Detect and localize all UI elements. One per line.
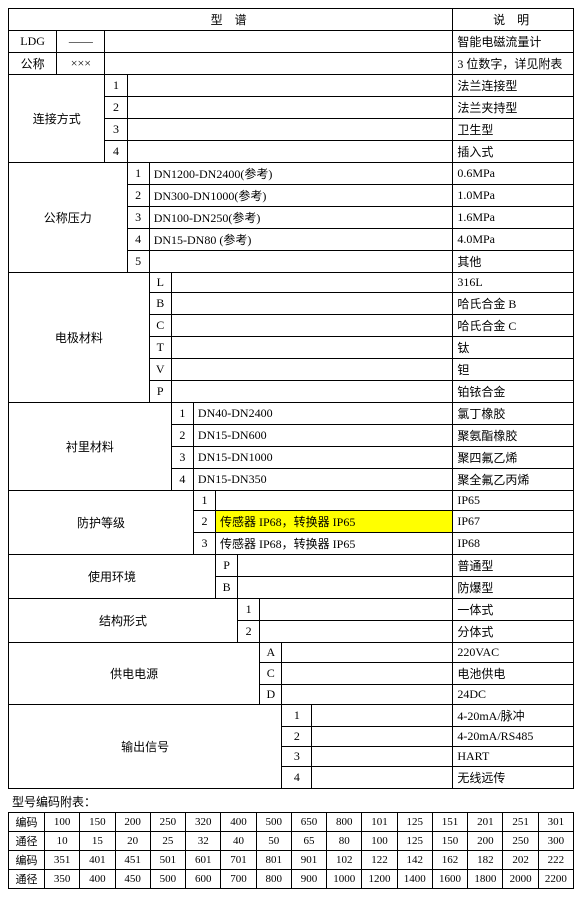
spec-table: 型谱 说明 LDG —— 智能电磁流量计 公称 ××× 3 位数字，详见附表 连… <box>8 8 574 789</box>
row-gc: 公称 ××× 3 位数字，详见附表 <box>9 53 574 75</box>
ldg-mark: —— <box>57 31 105 53</box>
header-row: 型谱 说明 <box>9 9 574 31</box>
out-label: 输出信号 <box>9 705 282 789</box>
env-label: 使用环境 <box>9 555 216 599</box>
power-label: 供电电源 <box>9 643 260 705</box>
row-out-1: 输出信号 1 4-20mA/脉冲 <box>9 705 574 727</box>
desc-header: 说明 <box>453 9 574 31</box>
row-power-1: 供电电源 A 220VAC <box>9 643 574 663</box>
appendix-table: 编码 1001502002503204005006508001011251512… <box>8 812 574 889</box>
appx-r2c: 编码 3514014515016017018019011021221421621… <box>9 851 574 870</box>
conn-d1: 法兰连接型 <box>453 75 574 97</box>
elec-label: 电极材料 <box>9 273 150 403</box>
press-label: 公称压力 <box>9 163 128 273</box>
row-env-1: 使用环境 P 普通型 <box>9 555 574 577</box>
row-ldg: LDG —— 智能电磁流量计 <box>9 31 574 53</box>
gc-mark: ××× <box>57 53 105 75</box>
liner-label: 衬里材料 <box>9 403 172 491</box>
row-elec-1: 电极材料 L 316L <box>9 273 574 293</box>
conn-label: 连接方式 <box>9 75 105 163</box>
prot-hl: 传感器 IP68，转换器 IP65 <box>216 511 453 533</box>
conn-n1: 1 <box>105 75 127 97</box>
row-prot-1: 防护等级 1 IP65 <box>9 491 574 511</box>
ldg-code: LDG <box>9 31 57 53</box>
row-conn-1: 连接方式 1 法兰连接型 <box>9 75 574 97</box>
spectrum-header: 型谱 <box>9 9 453 31</box>
gc-label: 公称 <box>9 53 57 75</box>
prot-label: 防护等级 <box>9 491 194 555</box>
appx-r1c: 编码 1001502002503204005006508001011251512… <box>9 813 574 832</box>
appx-r1d: 通径 101520253240506580100125150200250300 <box>9 832 574 851</box>
appx-r2d: 通径 3504004505006007008009001000120014001… <box>9 870 574 889</box>
row-struct-1: 结构形式 1 一体式 <box>9 599 574 621</box>
ldg-desc: 智能电磁流量计 <box>453 31 574 53</box>
gc-desc: 3 位数字，详见附表 <box>453 53 574 75</box>
row-press-1: 公称压力 1 DN1200-DN2400(参考) 0.6MPa <box>9 163 574 185</box>
row-liner-1: 衬里材料 1DN40-DN2400 氯丁橡胶 <box>9 403 574 425</box>
appendix-title: 型号编码附表： <box>8 789 574 812</box>
struct-label: 结构形式 <box>9 599 238 643</box>
